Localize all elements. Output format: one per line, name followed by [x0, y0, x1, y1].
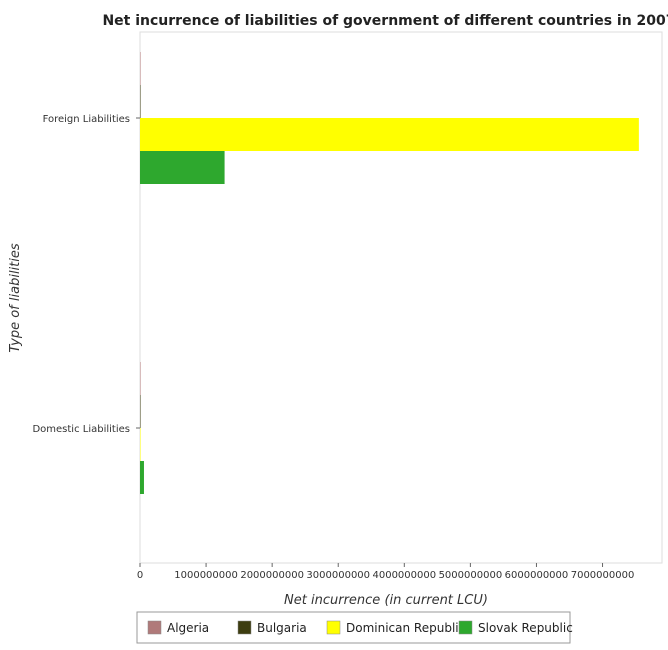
- x-tick-label: 5000000000: [439, 570, 503, 581]
- legend-swatch: [326, 620, 341, 635]
- bar-algeria: [140, 362, 141, 395]
- legend-label: Bulgaria: [257, 621, 307, 635]
- y-category-label: Foreign Liabilities: [43, 114, 130, 125]
- x-tick-label: 2000000000: [240, 570, 304, 581]
- x-tick-label: 4000000000: [372, 570, 436, 581]
- x-axis-label: Net incurrence (in current LCU): [284, 593, 488, 608]
- legend-swatch: [237, 620, 252, 635]
- x-ticks: 0 1000000000 2000000000 3000000000 400000000…: [137, 563, 635, 581]
- y-categories: Domestic Liabilities Foreign Liabilities: [32, 114, 140, 435]
- bar-bulgaria: [140, 395, 141, 428]
- y-axis-label: Type of liabilities: [8, 243, 23, 353]
- x-tick-label: 3000000000: [306, 570, 370, 581]
- x-tick-label: 6000000000: [505, 570, 569, 581]
- x-tick-label: 7000000000: [571, 570, 635, 581]
- legend-label: Slovak Republic: [478, 621, 573, 635]
- bar-slovak-republic: [140, 151, 225, 184]
- plot-area: [139, 31, 663, 564]
- bar-slovak-republic: [140, 461, 144, 494]
- bar-dominican-republic: [140, 428, 141, 461]
- legend-label: Algeria: [167, 621, 209, 635]
- legend-box: [136, 611, 571, 644]
- bars: [140, 52, 639, 494]
- x-tick-label: 1000000000: [174, 570, 238, 581]
- legend-swatch: [147, 620, 162, 635]
- y-category-label: Domestic Liabilities: [32, 424, 130, 435]
- legend-label: Dominican Republic: [346, 621, 465, 635]
- x-tick-label: 0: [137, 570, 143, 581]
- bar-dominican-republic: [140, 118, 639, 151]
- bar-algeria: [140, 52, 141, 85]
- chart-title: Net incurrence of liabilities of governm…: [102, 13, 668, 29]
- legend: Algeria Bulgaria Dominican Republic Slovak …: [136, 611, 573, 644]
- bar-bulgaria: [140, 85, 141, 118]
- legend-swatch: [458, 620, 473, 635]
